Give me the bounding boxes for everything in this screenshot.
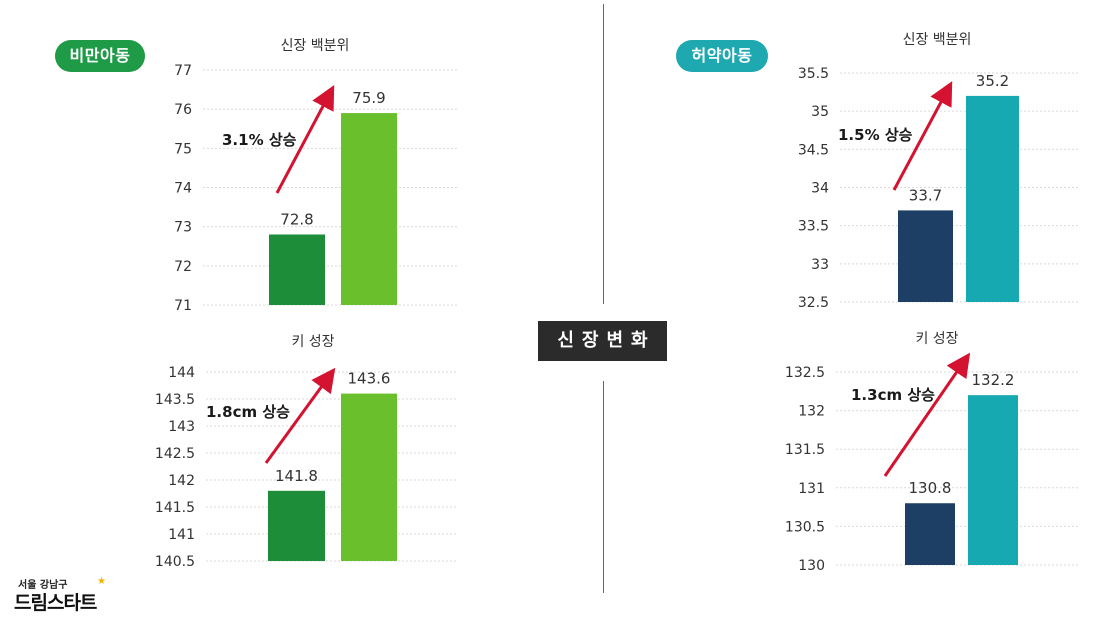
obese-growth-annotation: 1.8cm 상승 — [206, 403, 290, 421]
thin-percentile-tick-label: 34 — [811, 181, 829, 197]
obese-growth-increase-arrow — [264, 367, 336, 464]
obese-percentile-title: 신장 백분위 — [281, 38, 350, 54]
thin-percentile-increase-arrow — [892, 81, 953, 191]
thin-growth-title: 키 성장 — [915, 331, 958, 347]
thin-growth-value-before: 130.8 — [909, 479, 952, 497]
thin-growth-value-after: 132.2 — [972, 371, 1015, 389]
center-divider-top — [603, 4, 604, 304]
thin-growth-tick-label: 131 — [798, 481, 825, 497]
thin-group-badge: 허약아동 — [676, 40, 768, 72]
obese-percentile-tick-label: 74 — [174, 181, 192, 197]
center-divider-bottom — [603, 381, 604, 593]
thin-growth-tick-label: 132.5 — [785, 365, 825, 381]
obese-percentile-value-after: 75.9 — [352, 89, 385, 107]
thin-percentile-tick-label: 34.5 — [798, 142, 829, 158]
obese-growth-tick-label: 142.5 — [155, 446, 195, 462]
obese-growth-tick-label: 141.5 — [155, 500, 195, 516]
thin-growth-tick-label: 131.5 — [785, 442, 825, 458]
obese-growth-tick-label: 143.5 — [155, 392, 195, 408]
logo-main-text: 드림스타트 — [14, 592, 97, 614]
thin-percentile-annotation: 1.5% 상승 — [838, 126, 913, 144]
obese-growth-tick-label: 144 — [168, 365, 195, 381]
logo-district-text: 서울 강남구 — [18, 580, 68, 591]
obese-growth-title: 키 성장 — [291, 334, 334, 350]
obese-percentile-tick-label: 73 — [174, 220, 192, 236]
thin-growth-tick-label: 130 — [798, 558, 825, 574]
thin-growth-increase-arrow — [883, 352, 971, 477]
center-title: 신장변화 — [538, 321, 667, 361]
obese-growth-bar-after — [341, 393, 397, 561]
obese-percentile-tick-label: 71 — [174, 298, 192, 314]
obese-percentile-tick-label: 75 — [174, 141, 192, 157]
thin-growth-tick-label: 132 — [798, 404, 825, 420]
thin-growth-bar-after — [968, 395, 1018, 565]
obese-growth-tick-label: 140.5 — [155, 554, 195, 570]
thin-percentile-tick-label: 32.5 — [798, 295, 829, 311]
obese-percentile-annotation: 3.1% 상승 — [222, 131, 297, 149]
obese-percentile-increase-arrow — [275, 85, 335, 194]
thin-percentile-tick-label: 35.5 — [798, 66, 829, 82]
thin-growth-tick-label: 130.5 — [785, 519, 825, 535]
obese-growth-tick-label: 142 — [168, 473, 195, 489]
thin-percentile-bar-after — [966, 95, 1019, 303]
thin-percentile-tick-label: 33.5 — [798, 219, 829, 235]
thin-percentile-tick-label: 35 — [811, 104, 829, 120]
thin-percentile-title: 신장 백분위 — [903, 32, 972, 48]
obese-percentile-bar-after — [341, 113, 397, 305]
obese-percentile-bar-before — [269, 234, 325, 305]
obese-percentile-tick-label: 72 — [174, 259, 192, 275]
thin-percentile-bar-before — [898, 210, 953, 302]
obese-group-badge: 비만아동 — [55, 40, 145, 72]
thin-percentile-value-before: 33.7 — [909, 186, 942, 204]
star-icon: ★ — [97, 576, 106, 587]
obese-percentile-tick-label: 77 — [174, 63, 192, 79]
obese-growth-tick-label: 141 — [168, 527, 195, 543]
obese-growth-tick-label: 143 — [168, 419, 195, 435]
thin-growth-bar-before — [905, 503, 955, 565]
thin-percentile-value-after: 35.2 — [976, 72, 1009, 90]
dreamstart-logo: 서울 강남구 ★ 드림스타트 — [12, 576, 122, 622]
obese-growth-value-after: 143.6 — [348, 370, 391, 388]
thin-percentile-tick-label: 33 — [811, 257, 829, 273]
thin-growth-annotation: 1.3cm 상승 — [851, 386, 935, 404]
obese-growth-bar-before — [268, 490, 325, 561]
obese-percentile-tick-label: 76 — [174, 102, 192, 118]
obese-growth-value-before: 141.8 — [275, 467, 318, 485]
obese-percentile-value-before: 72.8 — [280, 211, 313, 229]
